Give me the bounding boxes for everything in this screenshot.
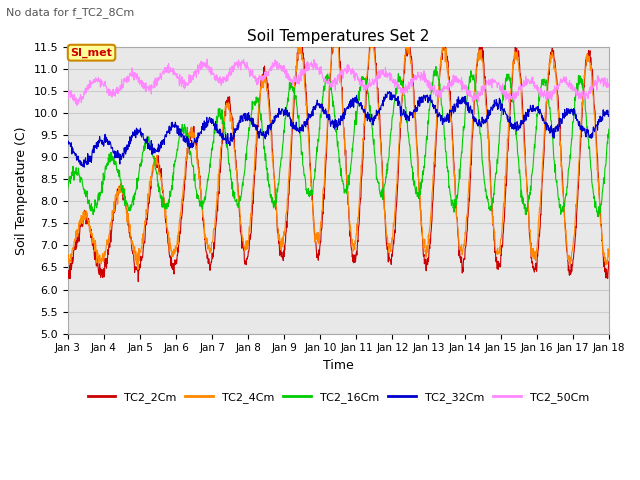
Title: Soil Temperatures Set 2: Soil Temperatures Set 2 [247, 29, 429, 44]
Text: No data for f_TC2_8Cm: No data for f_TC2_8Cm [6, 7, 134, 18]
Text: SI_met: SI_met [70, 48, 113, 58]
Legend: TC2_2Cm, TC2_4Cm, TC2_16Cm, TC2_32Cm, TC2_50Cm: TC2_2Cm, TC2_4Cm, TC2_16Cm, TC2_32Cm, TC… [83, 388, 593, 408]
X-axis label: Time: Time [323, 359, 354, 372]
Y-axis label: Soil Temperature (C): Soil Temperature (C) [15, 126, 28, 254]
